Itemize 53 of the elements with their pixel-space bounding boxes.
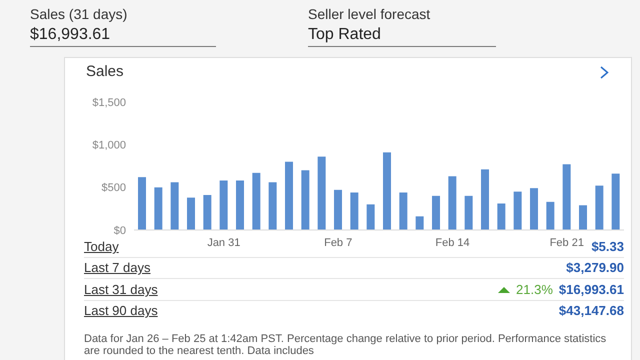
text: Last 31 days [84, 282, 158, 297]
bar [448, 176, 456, 230]
bar [301, 170, 310, 230]
bar [416, 216, 424, 230]
x-tick-label: Feb 14 [435, 236, 470, 249]
text: Top Rated [308, 26, 496, 47]
bar [595, 186, 604, 230]
bar [203, 195, 212, 230]
bar [334, 190, 342, 230]
bar [187, 198, 195, 230]
bar [350, 192, 358, 230]
bar [154, 187, 162, 230]
bar [497, 204, 506, 230]
text: $5.33 [591, 239, 624, 254]
chart-title: Sales [86, 63, 124, 80]
text: Last 7 days [84, 260, 150, 275]
x-tick-label: Feb 7 [324, 236, 352, 249]
text: $43,147.68 [558, 303, 624, 318]
bar [464, 196, 473, 230]
bar [546, 202, 554, 230]
bar [432, 196, 440, 230]
text: Sales (31 days) [30, 6, 128, 22]
bar [399, 192, 408, 230]
bar [252, 172, 260, 230]
bar [138, 177, 146, 230]
y-tick-label: $1,000 [92, 140, 126, 152]
bar [236, 180, 244, 230]
text: Today [84, 239, 119, 254]
y-tick-label: $1,500 [92, 96, 126, 109]
text: 21.3% [516, 282, 553, 297]
bar [514, 192, 522, 230]
y-tick-label: $0 [114, 224, 126, 237]
bar [481, 169, 489, 230]
bar [562, 164, 571, 230]
bar [579, 205, 587, 230]
bar [530, 188, 538, 230]
bar [366, 204, 375, 230]
x-tick-label: Feb 21 [550, 236, 584, 249]
bar [285, 162, 293, 230]
text: $16,993.61 [558, 282, 624, 297]
bar [383, 152, 391, 230]
bar [170, 182, 179, 230]
bar [268, 182, 277, 230]
text: Last 90 days [84, 303, 158, 318]
bar [612, 174, 620, 230]
y-tick-label: $500 [102, 182, 126, 194]
bar [318, 156, 326, 230]
x-tick-label: Jan 31 [207, 236, 240, 249]
bar [220, 180, 228, 230]
text: $3,279.90 [566, 260, 624, 275]
text: Data for Jan 26 – Feb 25 at 1:42am PST. Percentage change relative to prior period. Performance statistics are rounded to the nearest tenth. Data includes [84, 333, 608, 357]
text: $16,993.61 [30, 26, 216, 47]
text: Seller level forecast [308, 6, 432, 22]
